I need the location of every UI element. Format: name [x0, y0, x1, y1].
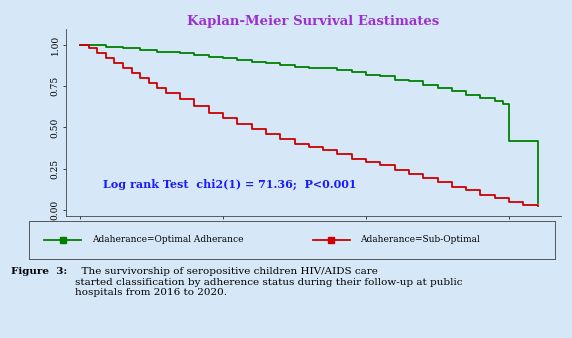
Text: The survivorship of seropositive children HIV/AIDS care
started classification b: The survivorship of seropositive childre…	[76, 267, 463, 297]
Text: Adaherance=Sub-Optimal: Adaherance=Sub-Optimal	[360, 236, 480, 244]
Text: Log rank Test  chi2(1) = 71.36;  P<0.001: Log rank Test chi2(1) = 71.36; P<0.001	[103, 179, 356, 190]
X-axis label: AnalysisTtimein Month: AnalysisTtimein Month	[246, 234, 380, 243]
Title: Kaplan-Meier Survival Eastimates: Kaplan-Meier Survival Eastimates	[187, 15, 439, 28]
Text: Figure  3:: Figure 3:	[11, 267, 67, 276]
Text: Adaherance=Optimal Adherance: Adaherance=Optimal Adherance	[92, 236, 243, 244]
